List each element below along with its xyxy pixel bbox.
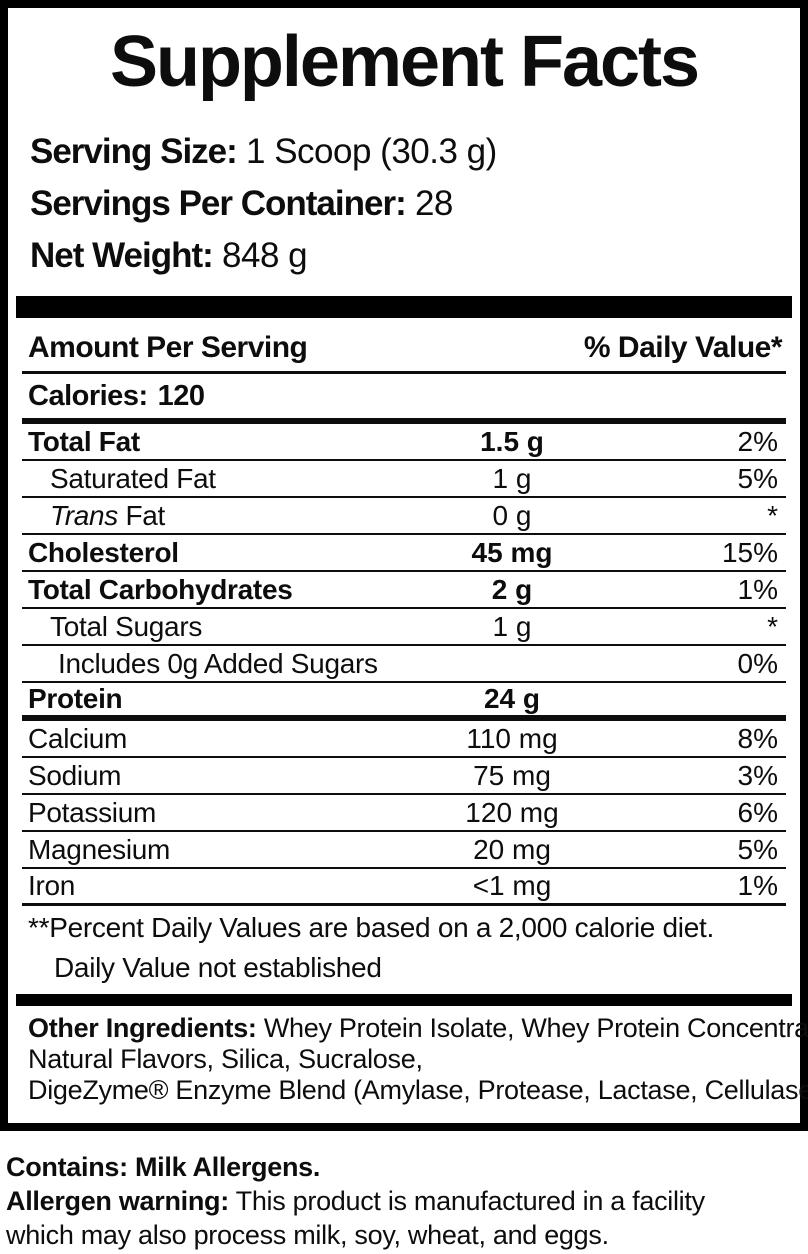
nutrient-amount: 1 g: [492, 610, 532, 642]
daily-value-footnote: **Percent Daily Values are based on a 2,…: [28, 912, 714, 944]
table-row-calcium: Calcium 110 mg 8%: [22, 721, 786, 759]
panel-title: Supplement Facts: [109, 22, 700, 102]
nutrient-name: Total Sugars: [50, 610, 203, 642]
table-row-cholesterol: Cholesterol 45 mg 15%: [22, 535, 786, 573]
allergen-warning-label: Allergen warning:: [6, 1186, 229, 1216]
nutrient-name: Total Carbohydrates: [28, 573, 293, 605]
nutrient-name: Includes 0g Added Sugars: [58, 647, 378, 679]
nutrient-amount: 20 mg: [473, 833, 551, 865]
nutrient-amount: 0 g: [492, 499, 532, 531]
nutrient-name: Iron: [28, 870, 76, 902]
other-ingredients-line-2: Natural Flavors, Silica, Sucralose,: [28, 1044, 423, 1075]
nutrient-amount: 110 mg: [466, 722, 558, 754]
table-header-row: Amount Per Serving % Daily Value*: [22, 318, 786, 375]
nutrient-name: Potassium: [28, 796, 157, 828]
other-ingredients-line-3: DigeZyme® Enzyme Blend (Amylase, Proteas…: [28, 1075, 808, 1106]
nutrient-dv: 8%: [737, 722, 778, 754]
other-ingredients-line-1: Other Ingredients: Whey Protein Isolate,…: [28, 1013, 808, 1044]
divider-bar-top: [16, 296, 792, 319]
nutrient-amount: 24 g: [483, 683, 541, 715]
nutrient-amount: 75 mg: [473, 759, 551, 791]
serving-size-value: 1 Scoop (30.3 g): [236, 132, 497, 172]
table-row-magnesium: Magnesium 20 mg 5%: [22, 832, 786, 870]
nutrient-dv: 2%: [737, 425, 778, 457]
other-ingredients-block: Other Ingredients: Whey Protein Isolate,…: [22, 1013, 808, 1106]
net-weight-value: 848 g: [212, 236, 308, 276]
nutrient-amount: 2 g: [491, 573, 533, 605]
nutrient-name: Calcium: [28, 722, 128, 754]
dv-not-established-footnote: Daily Value not established: [54, 952, 382, 984]
table-row-iron: Iron <1 mg 1%: [22, 869, 786, 907]
serving-info-block: Serving Size: 1 Scoop (30.3 g) Servings …: [30, 126, 786, 282]
allergen-footer: Contains: Milk Allergens. Allergen warni…: [0, 1131, 808, 1251]
serving-size-label: Serving Size:: [30, 132, 238, 172]
other-ingredients-label: Other Ingredients:: [28, 1013, 257, 1044]
nutrient-name: Cholesterol: [28, 536, 179, 568]
allergen-warning-line-1: Allergen warning: This product is manufa…: [6, 1186, 705, 1216]
nutrient-dv: 6%: [737, 796, 778, 828]
nutrient-amount: 1 g: [492, 462, 532, 494]
nutrient-dv: 5%: [737, 462, 778, 494]
nutrient-amount: 45 mg: [471, 536, 553, 568]
nutrient-name: Total Fat: [28, 425, 140, 457]
allergen-warning-line-2: which may also process milk, soy, wheat,…: [6, 1220, 609, 1250]
table-row-sodium: Sodium 75 mg 3%: [22, 758, 786, 796]
net-weight-line: Net Weight: 848 g: [30, 230, 786, 282]
table-row-protein: Protein 24 g: [22, 683, 786, 722]
calories-value: 120: [157, 380, 205, 413]
table-row-total-carbohydrates: Total Carbohydrates 2 g 1%: [22, 572, 786, 610]
nutrient-dv: 1%: [737, 573, 778, 605]
nutrient-name: Sodium: [28, 759, 122, 791]
nutrient-dv: 5%: [737, 833, 778, 865]
supplement-facts-panel: Supplement Facts Serving Size: 1 Scoop (…: [0, 0, 808, 1131]
divider-bar-bottom: [16, 994, 792, 1007]
table-row-potassium: Potassium 120 mg 6%: [22, 795, 786, 833]
nutrient-dv: 3%: [737, 759, 778, 791]
nutrient-dv: *: [767, 499, 778, 531]
nutrient-dv: 1%: [737, 870, 778, 902]
nutrient-amount: 1.5 g: [480, 425, 544, 457]
nutrient-dv: *: [767, 610, 778, 642]
serving-size-line: Serving Size: 1 Scoop (30.3 g): [30, 126, 786, 178]
nutrient-name: Magnesium: [28, 833, 171, 865]
calories-label: Calories:: [28, 380, 148, 413]
nutrient-name: Protein: [28, 683, 123, 715]
net-weight-label: Net Weight:: [30, 236, 214, 276]
calories-row: Calories: 120: [22, 374, 786, 425]
servings-per-container-label: Servings Per Container:: [30, 184, 407, 224]
servings-per-container-line: Servings Per Container: 28: [30, 178, 786, 230]
nutrient-name: Saturated Fat: [50, 462, 216, 494]
table-row-trans-fat: Trans Fat 0 g *: [22, 498, 786, 536]
table-row-added-sugars: Includes 0g Added Sugars 0%: [22, 646, 786, 684]
table-row-total-fat: Total Fat 1.5 g 2%: [22, 424, 786, 462]
nutrient-name: Trans Fat: [50, 499, 166, 531]
table-row-total-sugars: Total Sugars 1 g *: [22, 609, 786, 647]
nutrient-dv: 0%: [737, 647, 778, 679]
servings-per-container-value: 28: [405, 184, 453, 224]
nutrient-dv: 15%: [721, 536, 778, 568]
trans-italic: Trans: [50, 499, 118, 531]
amount-per-serving-header: Amount Per Serving: [28, 331, 308, 365]
nutrient-amount: 120 mg: [465, 796, 559, 828]
table-row-saturated-fat: Saturated Fat 1 g 5%: [22, 461, 786, 499]
nutrient-amount: <1 mg: [472, 870, 552, 902]
contains-statement: Contains: Milk Allergens.: [6, 1152, 321, 1182]
daily-value-header: % Daily Value*: [583, 331, 783, 365]
